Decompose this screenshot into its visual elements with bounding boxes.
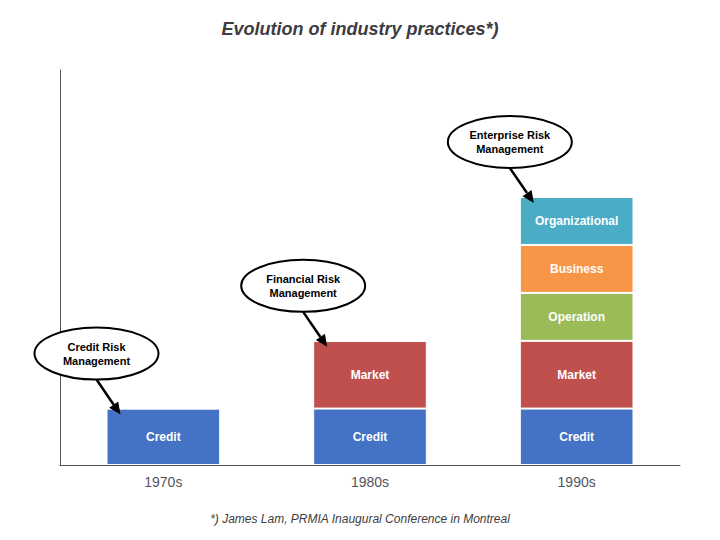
svg-text:Market: Market <box>557 368 596 382</box>
svg-text:Management: Management <box>270 287 338 299</box>
svg-text:Credit: Credit <box>146 430 181 444</box>
svg-text:1980s: 1980s <box>351 474 389 490</box>
svg-text:Financial Risk: Financial Risk <box>266 273 341 285</box>
svg-text:Business: Business <box>550 262 604 276</box>
svg-text:Market: Market <box>351 368 390 382</box>
svg-text:1990s: 1990s <box>558 474 596 490</box>
svg-text:Credit: Credit <box>353 430 388 444</box>
svg-text:Credit: Credit <box>559 430 594 444</box>
svg-text:Enterprise Risk: Enterprise Risk <box>469 129 551 141</box>
svg-text:Evolution of industry practice: Evolution of industry practices*) <box>221 19 498 39</box>
svg-text:Organizational: Organizational <box>535 214 618 228</box>
svg-text:*) James Lam, PRMIA Inaugural: *) James Lam, PRMIA Inaugural Conference… <box>210 512 510 526</box>
svg-text:1970s: 1970s <box>144 474 182 490</box>
svg-text:Operation: Operation <box>548 310 605 324</box>
svg-text:Management: Management <box>63 355 131 367</box>
svg-text:Management: Management <box>476 143 544 155</box>
svg-text:Credit Risk: Credit Risk <box>67 341 126 353</box>
